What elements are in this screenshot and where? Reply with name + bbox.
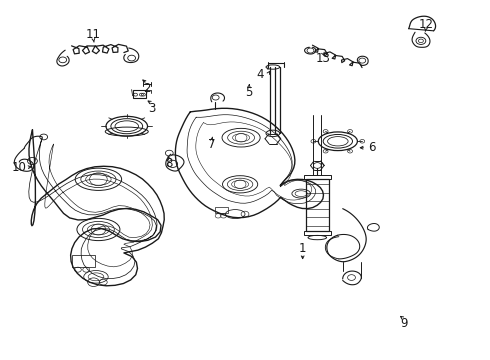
Text: 7: 7 <box>208 138 216 150</box>
Bar <box>304 231 331 235</box>
Bar <box>304 175 331 179</box>
Text: 11: 11 <box>86 28 101 41</box>
Bar <box>133 90 147 98</box>
Text: 2: 2 <box>144 82 151 95</box>
Text: 9: 9 <box>400 317 408 330</box>
Text: 8: 8 <box>166 157 173 170</box>
Text: 3: 3 <box>148 102 156 115</box>
Text: 1: 1 <box>299 242 306 255</box>
Text: 12: 12 <box>418 18 433 31</box>
Text: 13: 13 <box>316 51 331 64</box>
Text: 6: 6 <box>368 141 376 154</box>
Bar <box>306 179 329 231</box>
Bar <box>72 255 95 267</box>
Bar <box>215 207 228 213</box>
Text: 5: 5 <box>245 86 253 99</box>
Text: 4: 4 <box>256 68 264 81</box>
Text: 10: 10 <box>12 161 26 174</box>
